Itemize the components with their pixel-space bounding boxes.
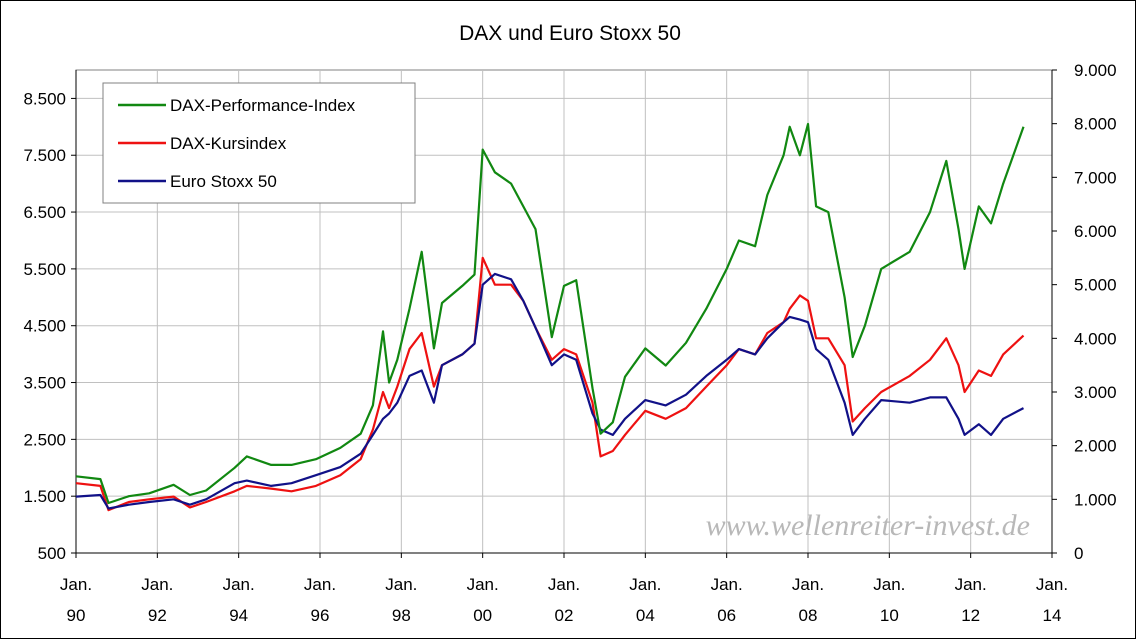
gridlines [76, 70, 1052, 553]
x-axis-tick-label-month: Jan. [60, 575, 92, 594]
series-line-euro-stoxx-50 [75, 272, 1025, 510]
right-axis-tick-label: 6.000 [1074, 222, 1117, 241]
watermark-text: www.wellenreiter-invest.de [706, 509, 1030, 542]
x-axis-tick-label-year: 00 [473, 606, 492, 625]
x-axis-tick-label-month: Jan. [711, 575, 743, 594]
left-axis-tick-label: 8.500 [23, 89, 66, 108]
right-axis-tick-label: 0 [1074, 544, 1083, 563]
series-line-dax-kursindex [75, 256, 1025, 512]
left-axis-tick-label: 1.500 [23, 487, 66, 506]
left-axis-tick-label: 3.500 [23, 374, 66, 393]
x-axis-tick-label-month: Jan. [385, 575, 417, 594]
left-axis-tick-label: 6.500 [23, 203, 66, 222]
legend: DAX-Performance-Index DAX-Kursindex Euro S… [102, 82, 416, 204]
x-axis-tick-label-year: 92 [148, 606, 167, 625]
left-axis-tick-label: 500 [38, 544, 66, 563]
right-axis-tick-label: 1.000 [1074, 490, 1117, 509]
right-axis-tick-label: 5.000 [1074, 276, 1117, 295]
x-axis-tick-label-month: Jan. [548, 575, 580, 594]
right-axis-tick-label: 8.000 [1074, 115, 1117, 134]
x-axis-tick-label-year: 10 [880, 606, 899, 625]
x-axis-tick-label-year: 06 [717, 606, 736, 625]
left-axis-tick-label: 7.500 [23, 146, 66, 165]
x-axis-tick-label-year: 94 [229, 606, 248, 625]
left-axis-tick-label: 5.500 [23, 260, 66, 279]
series-line-dax-performance-index [75, 122, 1025, 505]
x-axis-tick-label-month: Jan. [304, 575, 336, 594]
left-axis: 500 1.500 2.500 3.500 4.500 5.500 6.500 7.500 8.… [23, 70, 77, 563]
x-axis-tick-label-month: Jan. [955, 575, 987, 594]
right-axis-tick-label: 3.000 [1074, 383, 1117, 402]
x-axis-tick-label-year: 14 [1043, 606, 1062, 625]
series-lines [75, 122, 1025, 512]
right-axis-tick-label: 9.000 [1074, 61, 1117, 80]
legend-label-dax-performance-index: DAX-Performance-Index [170, 96, 356, 115]
legend-label-euro-stoxx-50: Euro Stoxx 50 [170, 172, 277, 191]
x-axis-tick-label-year: 08 [799, 606, 818, 625]
x-axis-tick-label-year: 96 [311, 606, 330, 625]
right-axis-tick-label: 4.000 [1074, 329, 1117, 348]
left-axis-tick-label: 2.500 [23, 430, 66, 449]
chart-title: DAX und Euro Stoxx 50 [459, 22, 681, 45]
x-axis-tick-label-month: Jan. [792, 575, 824, 594]
x-axis-tick-label-month: Jan. [1036, 575, 1068, 594]
x-axis-tick-label-month: Jan. [873, 575, 905, 594]
right-axis-tick-label: 2.000 [1074, 437, 1117, 456]
x-axis-tick-label-year: 04 [636, 606, 655, 625]
x-axis-tick-label-month: Jan. [223, 575, 255, 594]
x-axis-tick-label-year: 12 [961, 606, 980, 625]
x-axis-tick-label-month: Jan. [467, 575, 499, 594]
right-axis: 0 1.000 2.000 3.000 4.000 5.000 6.000 7.000 8.00… [1051, 61, 1117, 563]
legend-label-dax-kursindex: DAX-Kursindex [170, 134, 287, 153]
x-axis: Jan. 90 Jan. 92 Jan. 94 Jan. 96 Jan. 98 Jan. 00 Jan.… [60, 552, 1068, 625]
left-axis-tick-label: 4.500 [23, 317, 66, 336]
x-axis-tick-label-year: 02 [555, 606, 574, 625]
x-axis-tick-label-year: 98 [392, 606, 411, 625]
right-axis-tick-label: 7.000 [1074, 168, 1117, 187]
x-axis-tick-label-month: Jan. [629, 575, 661, 594]
x-axis-tick-label-year: 90 [67, 606, 86, 625]
x-axis-tick-label-month: Jan. [141, 575, 173, 594]
